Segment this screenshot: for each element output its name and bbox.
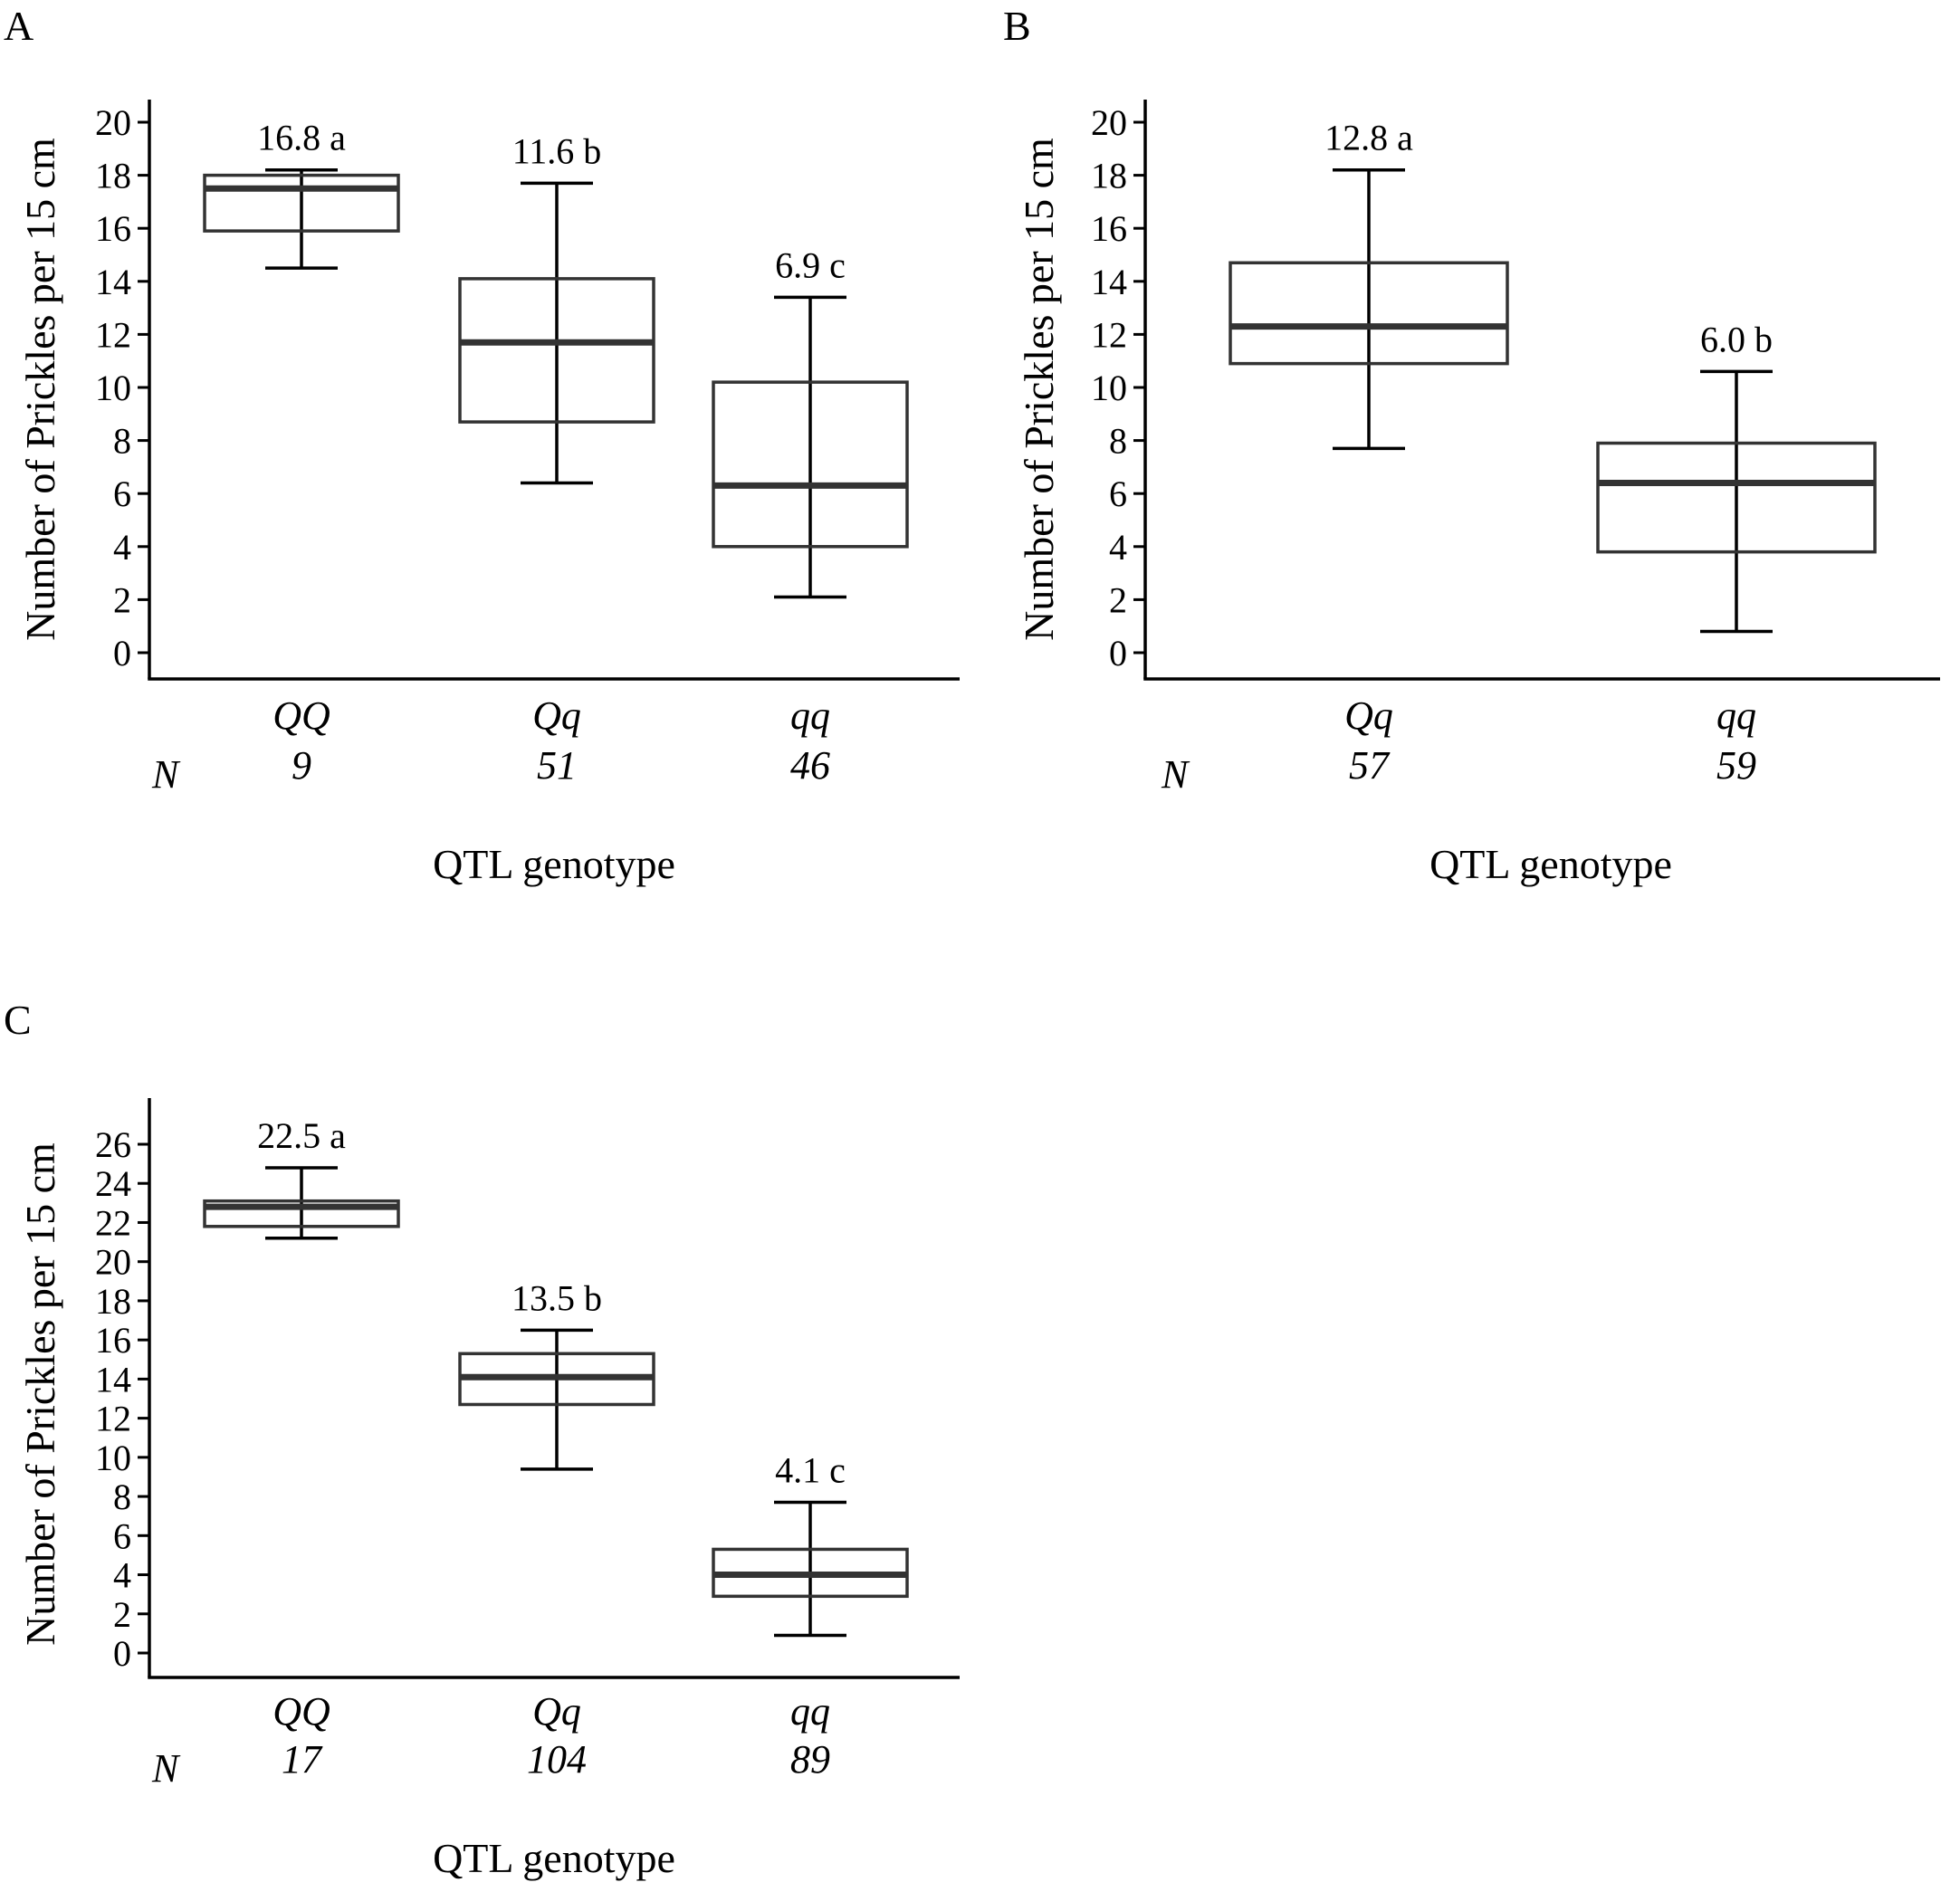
x-axis-title: QTL genotype <box>433 1835 675 1881</box>
y-tick-label: 4 <box>113 527 131 568</box>
y-tick-label: 12 <box>95 1399 131 1439</box>
y-tick-label: 12 <box>1091 314 1127 355</box>
y-tick-label: 6 <box>113 473 131 514</box>
iqr-box <box>203 173 400 233</box>
genotype-label: Qq <box>1344 693 1393 738</box>
genotype-label: QQ <box>272 1689 330 1734</box>
y-tick-label: 14 <box>95 1359 131 1400</box>
y-tick-label: 20 <box>95 102 131 143</box>
n-count-label: 89 <box>790 1737 830 1782</box>
y-tick-label: 4 <box>1109 527 1127 568</box>
y-axis-title: Number of Prickles per 15 cm <box>1016 138 1062 641</box>
y-tick-label: 2 <box>113 1594 131 1635</box>
y-tick-label: 22 <box>95 1202 131 1243</box>
y-tick-label: 10 <box>95 1438 131 1478</box>
y-tick-label: 0 <box>1109 633 1127 674</box>
y-axis-title: Number of Prickles per 15 cm <box>17 1142 63 1646</box>
mean-label: 13.5 b <box>512 1277 602 1318</box>
iqr-box <box>458 277 655 424</box>
panel-b: B 0 2 4 6 8 10 12 14 16 18 20 Number of Prickles per… <box>1003 3 1940 887</box>
iqr-box <box>203 1199 400 1228</box>
y-tick-label: 16 <box>1091 208 1127 249</box>
y-tick-label: 16 <box>95 208 131 249</box>
y-tick-label: 10 <box>95 368 131 408</box>
box-qq: 22.5 a <box>203 1115 400 1240</box>
y-tick-label: 20 <box>95 1242 131 1283</box>
y-tick-label: 10 <box>1091 368 1127 408</box>
mean-label: 16.8 a <box>257 118 346 158</box>
y-tick-label: 4 <box>113 1555 131 1596</box>
y-tick-label: 14 <box>1091 262 1127 302</box>
y-tick-label: 8 <box>113 421 131 462</box>
y-tick-label: 26 <box>95 1124 131 1165</box>
y-tick-label: 16 <box>95 1320 131 1361</box>
genotype-label: qq <box>790 1689 830 1734</box>
genotype-label: QQ <box>272 693 330 738</box>
y-tick-label: 6 <box>1109 473 1127 514</box>
iqr-box <box>1229 261 1509 366</box>
n-label: N <box>151 752 181 797</box>
y-tick-label: 0 <box>113 1633 131 1674</box>
box-qq: 13.5 b <box>458 1277 655 1471</box>
y-tick-label: 14 <box>95 262 131 302</box>
x-axis-title: QTL genotype <box>433 841 675 887</box>
genotype-label: qq <box>790 693 830 738</box>
n-count-label: 59 <box>1716 743 1756 788</box>
n-label: N <box>151 1746 181 1791</box>
mean-label: 4.1 c <box>775 1450 846 1491</box>
box-qq: 6.9 c <box>712 244 909 599</box>
n-count-label: 46 <box>790 743 830 788</box>
mean-label: 22.5 a <box>257 1115 346 1156</box>
mean-label: 11.6 b <box>512 130 602 171</box>
y-tick-label: 8 <box>1109 421 1127 462</box>
panel-letter: A <box>4 3 33 49</box>
genotype-label: Qq <box>532 693 581 738</box>
y-tick-label: 18 <box>95 156 131 196</box>
genotype-label: Qq <box>532 1689 581 1734</box>
y-tick-label: 0 <box>113 633 131 674</box>
panel-letter: B <box>1003 3 1031 49</box>
box-qq: 12.8 a <box>1229 118 1509 451</box>
y-axis-title: Number of Prickles per 15 cm <box>17 138 63 641</box>
y-tick-label: 6 <box>113 1515 131 1556</box>
n-count-label: 51 <box>537 743 577 788</box>
n-count-label: 9 <box>292 743 311 788</box>
panel-letter: C <box>4 997 32 1043</box>
y-tick-label: 18 <box>1091 156 1127 196</box>
iqr-box <box>712 380 909 549</box>
n-label: N <box>1161 752 1190 797</box>
x-axis-title: QTL genotype <box>1429 841 1672 887</box>
mean-label: 6.9 c <box>775 244 846 285</box>
n-count-label: 104 <box>527 1737 587 1782</box>
y-tick-label: 24 <box>95 1163 131 1204</box>
box-qq: 16.8 a <box>203 118 400 270</box>
y-tick-label: 12 <box>95 314 131 355</box>
box-qq: 11.6 b <box>458 130 655 485</box>
y-tick-label: 20 <box>1091 102 1127 143</box>
y-tick-label: 2 <box>1109 579 1127 620</box>
mean-label: 6.0 b <box>1700 319 1773 359</box>
y-tick-label: 8 <box>113 1476 131 1517</box>
box-qq: 6.0 b <box>1596 319 1877 634</box>
y-tick-label: 18 <box>95 1281 131 1322</box>
mean-label: 12.8 a <box>1324 118 1413 158</box>
iqr-box <box>1596 441 1877 554</box>
y-tick-label: 2 <box>113 579 131 620</box>
n-count-label: 17 <box>282 1737 323 1782</box>
box-qq: 4.1 c <box>712 1450 909 1638</box>
genotype-label: qq <box>1716 693 1756 738</box>
n-count-label: 57 <box>1349 743 1391 788</box>
